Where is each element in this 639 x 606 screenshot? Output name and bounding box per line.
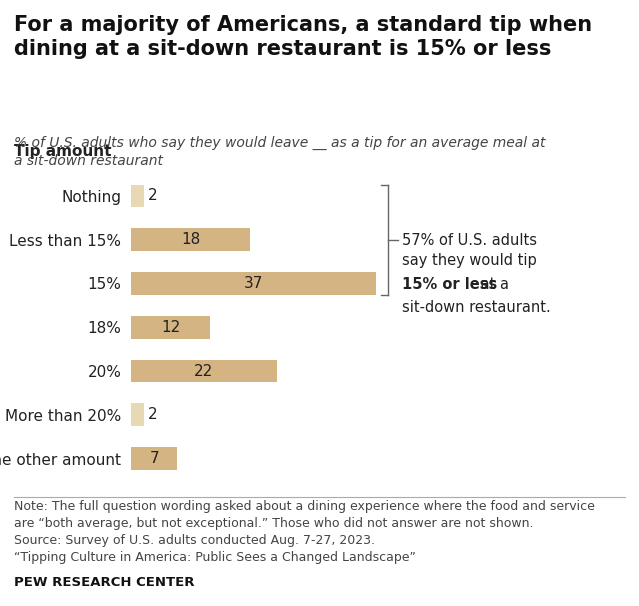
Bar xyxy=(131,316,210,339)
Text: 37: 37 xyxy=(243,276,263,291)
Text: 57% of U.S. adults
say they would tip: 57% of U.S. adults say they would tip xyxy=(403,233,537,268)
Text: 12: 12 xyxy=(161,320,180,335)
Text: 2: 2 xyxy=(148,188,158,204)
Bar xyxy=(131,359,277,382)
Text: sit-down restaurant.: sit-down restaurant. xyxy=(403,300,551,315)
Bar xyxy=(131,272,376,295)
Text: at a: at a xyxy=(476,278,509,292)
Bar xyxy=(131,447,177,470)
Text: 7: 7 xyxy=(150,451,159,466)
Text: PEW RESEARCH CENTER: PEW RESEARCH CENTER xyxy=(14,576,194,589)
Text: Tip amount: Tip amount xyxy=(14,144,112,159)
Text: 2: 2 xyxy=(148,407,158,422)
Bar xyxy=(131,228,250,251)
Text: 15% or less: 15% or less xyxy=(403,278,498,292)
Text: 18: 18 xyxy=(181,232,200,247)
Text: 22: 22 xyxy=(194,364,213,379)
Text: % of U.S. adults who say they would leave __ as a tip for an average meal at
a s: % of U.S. adults who say they would leav… xyxy=(14,136,546,168)
Text: For a majority of Americans, a standard tip when
dining at a sit-down restaurant: For a majority of Americans, a standard … xyxy=(14,15,592,59)
Bar xyxy=(131,185,144,207)
Text: Note: The full question wording asked about a dining experience where the food a: Note: The full question wording asked ab… xyxy=(14,500,595,564)
Bar xyxy=(131,404,144,426)
